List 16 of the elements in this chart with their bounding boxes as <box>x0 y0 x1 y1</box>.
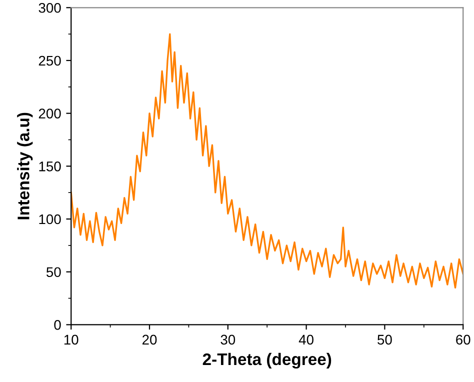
line-series <box>71 33 464 289</box>
y-tick-label: 0 <box>54 320 61 330</box>
x-tick-label: 60 <box>456 334 470 345</box>
x-tick-label: 10 <box>64 334 78 345</box>
y-tick-label: 250 <box>38 56 61 66</box>
y-tick-label: 200 <box>38 108 61 118</box>
x-tick-label: 50 <box>378 334 392 345</box>
x-tick-label: 40 <box>298 334 314 345</box>
y-tick-label: 100 <box>39 214 61 224</box>
y-axis-title: Intensity (a.u) <box>17 112 33 220</box>
y-tick-label: 50 <box>46 267 61 278</box>
x-tick-label: 20 <box>142 334 157 345</box>
y-tick-label: 300 <box>38 2 61 13</box>
y-tick-label: 150 <box>39 162 61 172</box>
x-tick-label: 30 <box>220 334 236 345</box>
x-axis-title: 2-Theta (degree) <box>202 352 332 369</box>
